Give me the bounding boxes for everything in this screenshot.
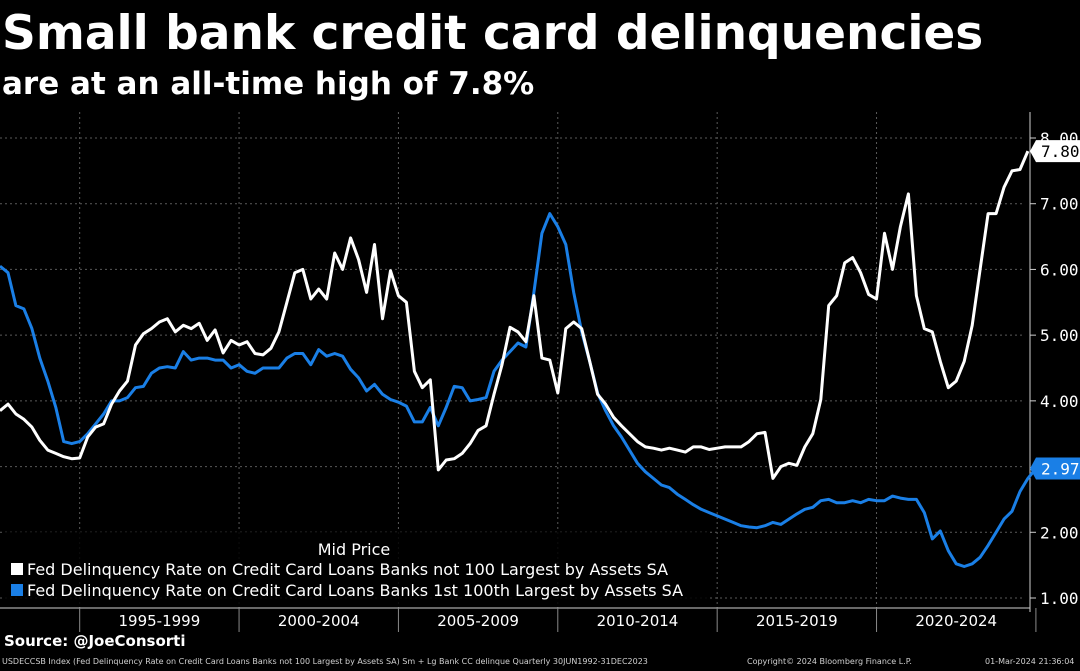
page-title: Small bank credit card delinquencies (2, 6, 984, 61)
timestamp: 01-Mar-2024 21:36:04 (985, 657, 1075, 666)
last-value-box-0: 7.80 (1030, 140, 1080, 163)
y-tick-label: 1.00 (1040, 589, 1079, 608)
y-tick-label: 2.00 (1040, 523, 1079, 542)
legend-swatch-1 (11, 584, 23, 596)
last-value-box-1: 2.97 (1030, 457, 1080, 480)
series-layer (0, 150, 1038, 568)
x-tick-label: 2015-2019 (756, 612, 838, 630)
legend-title: Mid Price (318, 540, 391, 559)
x-tick-label: 2005-2009 (437, 612, 519, 630)
legend-entry-0: Fed Delinquency Rate on Credit Card Loan… (27, 560, 668, 579)
grid-layer (0, 112, 1022, 608)
x-tick-label: 2010-2014 (597, 612, 679, 630)
legend-swatch-0 (11, 563, 23, 575)
last-value-label: 7.80 (1041, 142, 1080, 161)
y-tick-label: 4.00 (1040, 392, 1079, 411)
x-tick-label: 1995-1999 (118, 612, 200, 630)
series-line-0 (0, 150, 1030, 480)
x-tick-label: 2020-2024 (915, 612, 997, 630)
last-value-labels: 7.80 2.97 (1030, 140, 1080, 480)
last-value-bg (1030, 140, 1080, 163)
legend-entry-1: Fed Delinquency Rate on Credit Card Loan… (27, 581, 683, 600)
source-credit: Source: @JoeConsorti (4, 632, 186, 650)
copyright: Copyright© 2024 Bloomberg Finance L.P. (747, 657, 912, 666)
index-note: USDECCSB Index (Fed Delinquency Rate on … (2, 657, 648, 666)
last-value-label: 2.97 (1041, 460, 1080, 479)
legend-background (4, 532, 708, 606)
y-tick-label: 7.00 (1040, 195, 1079, 214)
last-value-bg (1030, 457, 1080, 480)
y-tick-label: 5.00 (1040, 326, 1079, 345)
page-subtitle: are at an all-time high of 7.8% (2, 66, 535, 102)
series-line-1 (0, 212, 1038, 568)
x-tick-label: 2000-2004 (278, 612, 360, 630)
y-tick-label: 6.00 (1040, 260, 1079, 279)
